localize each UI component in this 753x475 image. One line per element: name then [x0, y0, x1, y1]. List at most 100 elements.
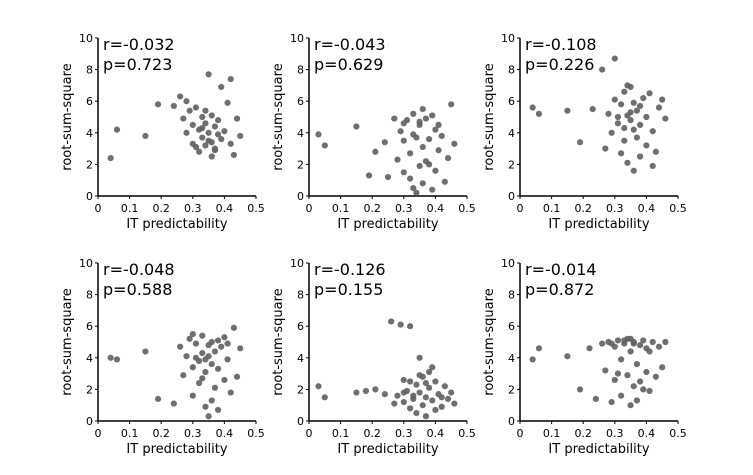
y-tick-label: 4: [508, 127, 515, 140]
y-axis-label: root-sum-square: [482, 288, 497, 395]
data-point: [381, 139, 388, 146]
data-point: [425, 384, 433, 391]
x-axis-label: IT predictability: [548, 442, 649, 457]
x-tick-label: 0.5: [669, 427, 687, 440]
data-point: [391, 400, 398, 407]
y-tick-label: 8: [508, 289, 515, 302]
data-point: [416, 389, 423, 396]
x-tick-label: 0.3: [606, 427, 624, 440]
data-point: [444, 395, 452, 402]
data-point: [662, 338, 669, 346]
x-tick-label: 0.3: [184, 427, 202, 440]
data-point: [199, 375, 206, 382]
data-point: [576, 386, 584, 393]
scatter-panel-4: 0 0.1 0.2 0.3 0.4 0.5 0 2 4 6 8 10 IT predictability…: [60, 257, 265, 457]
data-point: [394, 156, 401, 163]
data-point: [413, 189, 420, 196]
y-tick-label: 2: [297, 158, 304, 171]
data-point: [113, 126, 121, 133]
y-tick-label: 6: [508, 320, 515, 333]
data-point: [618, 150, 625, 157]
data-point: [407, 150, 414, 157]
y-tick-label: 4: [297, 127, 304, 140]
y-tick-label: 8: [297, 289, 304, 302]
data-point: [621, 88, 628, 95]
data-point: [636, 378, 644, 385]
y-tick-label: 8: [508, 64, 515, 77]
y-tick-label: 6: [297, 320, 304, 333]
data-point: [624, 82, 631, 89]
x-tick-label: 0.1: [121, 202, 139, 215]
x-tick-label: 0.2: [152, 202, 170, 215]
scatter-panel-1: 0 0.1 0.2 0.3 0.4 0.5 0 2 4 6 8 10 IT predictability…: [60, 32, 265, 232]
y-tick-label: 0: [297, 190, 304, 203]
data-point: [441, 178, 448, 185]
data-point: [397, 321, 404, 328]
data-point: [394, 392, 401, 399]
data-point: [627, 348, 634, 355]
data-point: [230, 151, 237, 159]
data-point: [640, 94, 647, 102]
data-point: [218, 83, 225, 91]
data-point: [448, 101, 455, 108]
data-point: [416, 372, 423, 379]
scatter-panel-6: 0 0.1 0.2 0.3 0.4 0.5 0 2 4 6 8 10 IT predictability…: [482, 257, 687, 457]
data-point: [372, 148, 379, 155]
data-point: [614, 370, 622, 377]
y-tick-label: 10: [290, 257, 304, 270]
data-point: [659, 96, 666, 103]
data-point: [410, 185, 417, 192]
data-point: [237, 345, 244, 352]
data-point: [614, 337, 622, 344]
x-tick-label: 0: [306, 427, 313, 440]
data-point: [199, 134, 206, 141]
data-point: [618, 392, 625, 399]
data-point: [407, 323, 414, 330]
data-point: [630, 383, 637, 390]
y-tick-label: 10: [501, 32, 515, 45]
y-tick-label: 10: [501, 257, 515, 270]
data-point: [170, 102, 177, 110]
data-point: [315, 383, 322, 390]
data-point: [230, 324, 237, 331]
data-point: [224, 99, 231, 106]
data-point: [589, 106, 596, 113]
data-point: [655, 104, 663, 111]
x-tick-label: 0: [95, 427, 102, 440]
data-point: [419, 106, 426, 113]
data-point: [214, 406, 222, 414]
data-point: [227, 389, 234, 396]
data-point: [365, 172, 373, 179]
data-point: [407, 378, 414, 385]
data-point: [535, 345, 543, 352]
data-point: [202, 368, 209, 376]
y-tick-label: 6: [508, 95, 515, 108]
data-point: [643, 368, 650, 376]
data-point: [413, 410, 420, 417]
data-point: [599, 66, 606, 73]
p-value-label: p=0.155: [314, 280, 383, 299]
data-point: [410, 110, 417, 117]
data-point: [183, 353, 190, 360]
data-point: [208, 338, 215, 346]
y-tick-label: 2: [297, 383, 304, 396]
data-point: [429, 397, 436, 404]
data-point: [636, 342, 644, 349]
data-point: [154, 395, 162, 402]
x-tick-label: 0.2: [574, 427, 592, 440]
data-point: [315, 131, 322, 138]
data-point: [618, 101, 625, 108]
data-point: [608, 129, 615, 136]
data-point: [400, 169, 407, 176]
p-value-label: p=0.723: [103, 55, 172, 74]
y-tick-label: 10: [290, 32, 304, 45]
x-tick-label: 0.4: [427, 427, 445, 440]
data-point: [432, 406, 439, 414]
data-point: [627, 335, 634, 342]
data-point: [416, 162, 423, 170]
x-tick-label: 0.4: [427, 202, 445, 215]
data-point: [652, 373, 659, 380]
y-tick-label: 8: [297, 64, 304, 77]
scatter-panel-5: 0 0.1 0.2 0.3 0.4 0.5 0 2 4 6 8 10 IT predictability…: [271, 257, 476, 457]
data-point: [400, 398, 407, 406]
